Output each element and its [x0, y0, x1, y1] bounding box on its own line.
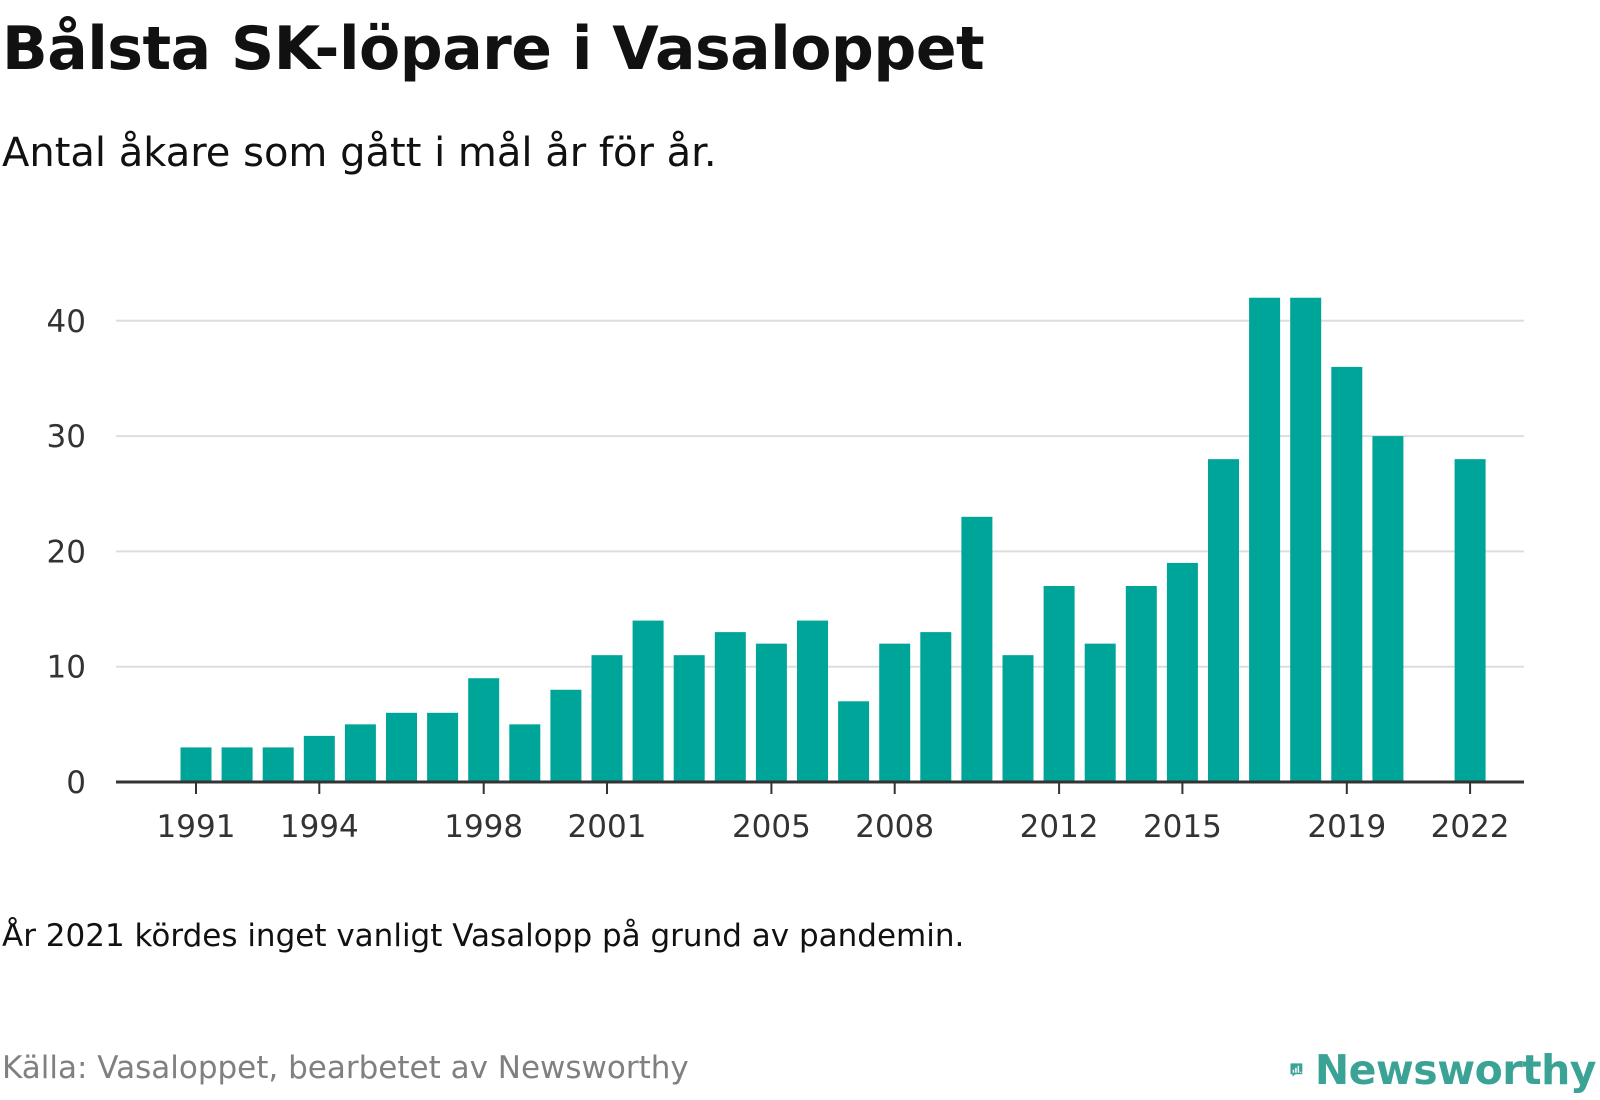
- bar-2017: [1249, 297, 1281, 782]
- bar-1999: [509, 724, 541, 782]
- bar-2015: [1166, 562, 1198, 782]
- y-tick-label-20: 20: [47, 534, 86, 570]
- x-tick-label-1998: 1998: [444, 809, 523, 845]
- bar-2012: [1043, 585, 1075, 782]
- y-tick-label-30: 30: [47, 419, 86, 455]
- bar-2018: [1290, 297, 1322, 782]
- newsworthy-logo-icon: [1290, 1063, 1303, 1077]
- bar-2020: [1372, 436, 1404, 782]
- bar-2019: [1331, 366, 1363, 782]
- bar-1998: [468, 678, 500, 782]
- bar-1992: [221, 747, 253, 782]
- y-tick-label-40: 40: [47, 304, 86, 340]
- bar-1991: [180, 747, 212, 782]
- x-tick-label-2019: 2019: [1307, 809, 1386, 845]
- x-tick-label-2005: 2005: [732, 809, 811, 845]
- bars: [180, 297, 1486, 782]
- bar-1997: [427, 712, 459, 782]
- bar-2003: [673, 655, 705, 782]
- y-tick-label-0: 0: [66, 765, 86, 801]
- x-tick-label-1991: 1991: [157, 809, 236, 845]
- brand-name: Newsworthy: [1314, 1046, 1597, 1094]
- bar-1993: [262, 747, 294, 782]
- bar-2004: [714, 632, 746, 782]
- bar-2016: [1208, 459, 1239, 782]
- chart-subtitle: Antal åkare som gått i mål år för år.: [2, 130, 717, 176]
- bar-2013: [1084, 643, 1116, 782]
- bar-1994: [303, 735, 335, 782]
- bar-chart: 0 10 20 30 40 1991 1994 1998 2001 2005 2008 2012 20…: [47, 297, 1524, 845]
- y-tick-label-10: 10: [47, 650, 86, 686]
- newsworthy-logo: Newsworthy: [1290, 1040, 1597, 1100]
- bar-2000: [550, 689, 582, 782]
- x-tick-label-2015: 2015: [1143, 809, 1222, 845]
- bar-2005: [755, 643, 787, 782]
- bar-1996: [386, 712, 417, 782]
- x-axis-tick-labels: 1991 1994 1998 2001 2005 2008 2012 2015 2019 2022: [157, 809, 1510, 845]
- x-tick-label-2022: 2022: [1431, 809, 1510, 845]
- bar-2014: [1125, 585, 1157, 782]
- bar-2002: [632, 620, 664, 782]
- x-tick-label-2008: 2008: [855, 809, 934, 845]
- source-credit: Källa: Vasaloppet, bearbetet av Newswort…: [2, 1050, 689, 1086]
- bar-2009: [920, 632, 952, 782]
- x-tick-label-2001: 2001: [568, 809, 647, 845]
- bar-2011: [1002, 655, 1034, 782]
- footnote: År 2021 kördes inget vanligt Vasalopp på…: [2, 918, 965, 954]
- bar-2008: [879, 643, 911, 782]
- bar-2001: [591, 655, 623, 782]
- chart-title: Bålsta SK-löpare i Vasaloppet: [2, 14, 985, 84]
- bar-2022: [1454, 459, 1486, 782]
- x-tick-label-1994: 1994: [280, 809, 359, 845]
- x-axis: [116, 780, 1524, 794]
- y-axis-tick-labels: 0 10 20 30 40: [47, 304, 86, 801]
- x-tick-label-2012: 2012: [1020, 809, 1099, 845]
- bar-2010: [961, 516, 993, 782]
- bar-2006: [797, 620, 828, 782]
- bar-1995: [344, 724, 376, 782]
- bar-2007: [838, 701, 870, 782]
